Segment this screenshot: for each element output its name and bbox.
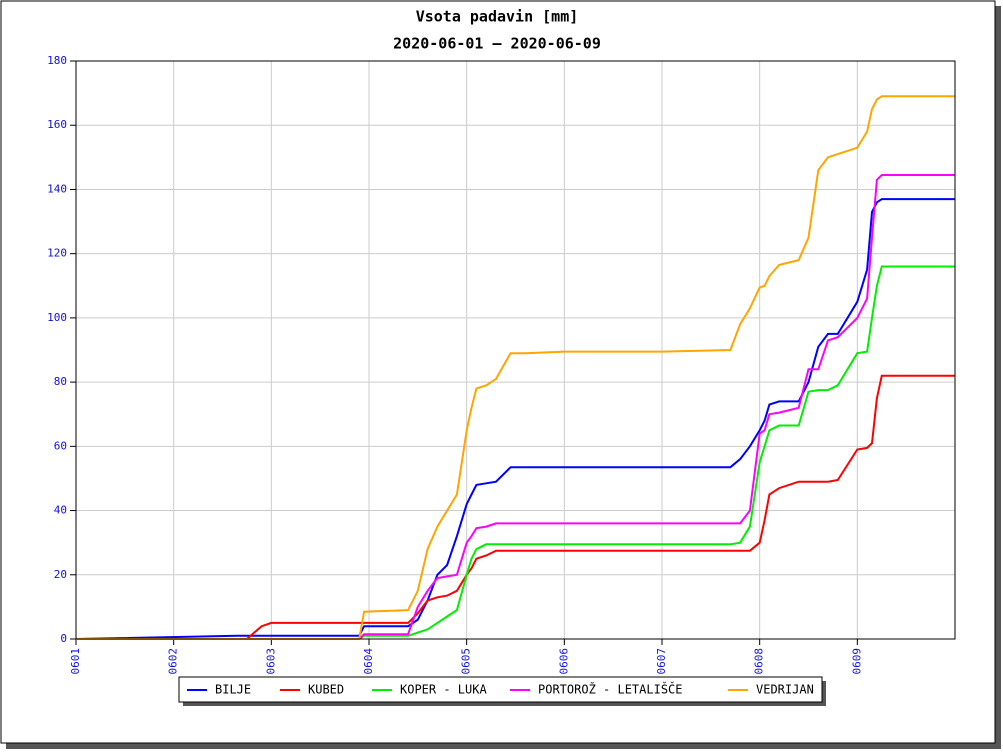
y-tick-label: 20 — [54, 568, 67, 581]
y-tick-label: 0 — [60, 632, 67, 645]
series-line — [76, 265, 955, 640]
y-tick-label: 120 — [47, 247, 67, 260]
y-tick-label: 80 — [54, 375, 67, 388]
series-line — [76, 374, 955, 640]
y-tick-label: 40 — [54, 504, 67, 517]
x-tick-label: 0609 — [850, 648, 863, 675]
plot-frame — [75, 60, 956, 640]
legend-label: KUBED — [308, 683, 344, 697]
y-tick-label: 140 — [47, 182, 67, 195]
y-tick-label: 160 — [47, 118, 67, 131]
legend-label: BILJE — [215, 683, 251, 697]
legend-items: BILJE KUBED KOPER - LUKA PORTOROŽ - LETALIŠ… — [187, 682, 814, 697]
x-tick-label: 0603 — [264, 648, 277, 675]
series-line — [76, 174, 955, 640]
y-tick-label: 180 — [47, 54, 67, 67]
legend-label: KOPER - LUKA — [400, 683, 487, 697]
legend — [178, 676, 823, 703]
x-tick-label: 0606 — [557, 648, 570, 675]
x-tick-label: 0602 — [167, 648, 180, 675]
series-line — [75, 198, 955, 640]
series-line — [76, 95, 955, 640]
legend-label: PORTOROŽ - LETALIŠČE — [538, 682, 683, 697]
x-tick-label: 0604 — [362, 648, 375, 675]
legend-label: VEDRIJAN — [756, 683, 814, 697]
x-tick-label: 0607 — [655, 648, 668, 675]
grid: 0 20 40 60 80 100 120 140 160 180 0601 0602 0603 0604… — [47, 54, 955, 675]
chart-subtitle: 2020-06-01 – 2020-06-09 — [393, 35, 601, 53]
x-tick-label: 0608 — [753, 648, 766, 675]
y-tick-label: 60 — [54, 439, 67, 452]
x-tick-label: 0605 — [460, 648, 473, 675]
plot-lines — [75, 95, 955, 640]
x-tick-label: 0601 — [69, 648, 82, 675]
y-tick-label: 100 — [47, 311, 67, 324]
chart-title: Vsota padavin [mm] — [416, 8, 579, 26]
